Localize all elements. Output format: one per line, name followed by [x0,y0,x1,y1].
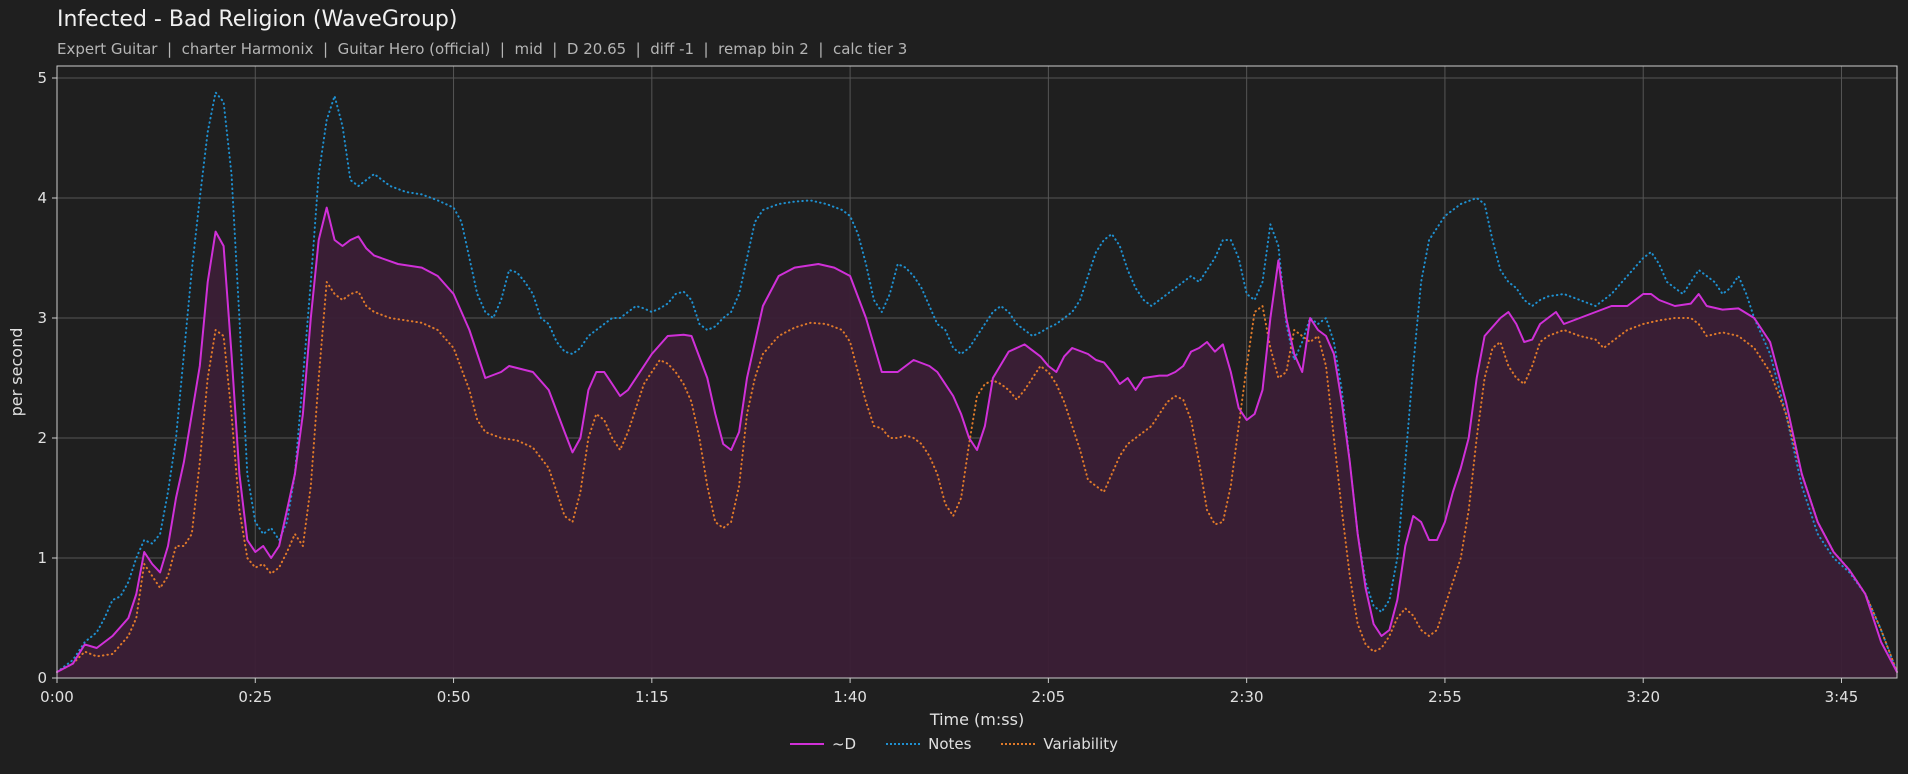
series-line-notes [56,91,1898,673]
series-line-variability [56,281,1898,673]
chart-subtitle: Expert Guitar | charter Harmonix | Guita… [57,40,908,58]
x-tick-label: 3:20 [1626,688,1660,706]
legend-label-d: ~D [831,735,857,753]
x-tick-label: 0:25 [238,688,272,706]
legend-swatch-notes [886,743,921,745]
y-tick-label: 1 [37,549,47,567]
x-tick-label: 2:55 [1428,688,1462,706]
legend-swatch-d [789,743,824,745]
legend-item-variability: Variability [1001,735,1118,753]
x-axis-label: Time (m:ss) [929,710,1024,729]
x-tick-label: 2:05 [1032,688,1066,706]
legend-item-notes: Notes [886,735,971,753]
series-layer [56,91,1898,678]
ticks: 0:00 0:25 0:50 1:15 1:40 2:05 2:30 2:55 3:20 3:45… [37,69,1858,706]
x-tick-label: 1:15 [635,688,669,706]
chart-title: Infected - Bad Religion (WaveGroup) [57,7,458,32]
plot-frame [56,65,1898,679]
legend: ~D Notes Variability [0,735,1908,753]
x-tick-label: 0:00 [40,688,74,706]
x-tick-label: 2:30 [1230,688,1264,706]
legend-label-notes: Notes [928,735,972,753]
series-fill-d [57,207,1897,678]
series-line-d [56,206,1898,673]
y-tick-label: 2 [37,429,47,447]
x-tick-label: 1:40 [833,688,867,706]
legend-swatch-variability [1001,743,1036,745]
y-tick-label: 5 [37,69,47,87]
y-tick-label: 3 [37,309,47,327]
y-tick-label: 4 [37,189,47,207]
x-tick-label: 3:45 [1825,688,1859,706]
x-tick-label: 0:50 [437,688,471,706]
legend-item-d: ~D [789,735,857,753]
y-tick-label: 0 [37,669,47,687]
legend-label-variability: Variability [1043,735,1119,753]
y-axis-label: per second [7,328,26,417]
